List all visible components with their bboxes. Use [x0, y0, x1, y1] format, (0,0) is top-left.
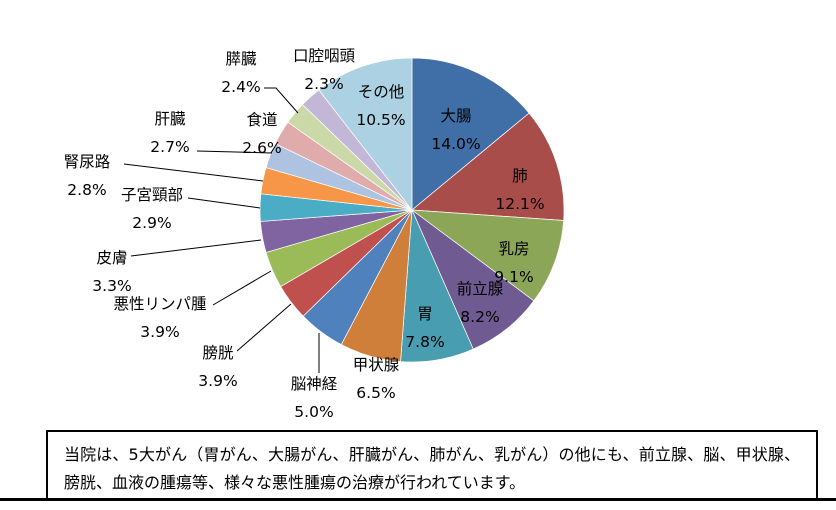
pie-slice-label: 皮膚 3.3% — [92, 244, 131, 300]
pie-slice — [411, 112, 565, 221]
pie-slice-category: 胃 — [417, 305, 433, 323]
pie-slice-category: 前立腺 — [456, 280, 504, 298]
pie-slice-label: 肝臓 2.7% — [150, 105, 189, 161]
pie-slice-value: 6.5% — [356, 384, 396, 402]
pie-slice-label: 腎尿路 2.8% — [64, 148, 111, 204]
pie-slices — [259, 57, 565, 363]
leader-lines — [123, 87, 320, 373]
pie-slice-category: 肝臓 — [154, 110, 186, 128]
pie-slice-value: 2.6% — [242, 139, 282, 157]
pie-slice-label: 口腔咽頭 2.3% — [293, 42, 355, 98]
pie-slice-category: 乳房 — [498, 240, 530, 258]
pie-slice-label: 肺 12.1% — [495, 162, 544, 218]
leader-line — [130, 239, 262, 257]
pie-slice-value: 10.5% — [356, 111, 406, 129]
pie-slice-value: 3.3% — [92, 277, 132, 295]
page-bottom-rule — [0, 498, 836, 501]
pie-slice-value: 9.1% — [494, 268, 534, 286]
pie-slice — [410, 209, 565, 302]
pie-slice-value: 14.0% — [431, 135, 481, 153]
pie-slice — [318, 57, 413, 212]
pie-slice-category: 悪性リンパ腫 — [113, 295, 207, 313]
caption-text: 当院は、5大がん（胃がん、大腸がん、肝臓がん、肺がん、乳がん）の他にも、前立腺、… — [64, 445, 800, 492]
leader-line — [123, 163, 264, 182]
pie-slice-label: その他 10.5% — [356, 78, 405, 134]
pie-slice-label: 脳神経 5.0% — [291, 370, 338, 426]
pie-slice-value: 8.2% — [460, 308, 500, 326]
pie-slice-label: 悪性リンパ腫 3.9% — [113, 290, 206, 346]
pie-slice-category: その他 — [357, 83, 405, 101]
leader-line — [236, 303, 292, 352]
leader-line — [196, 150, 273, 154]
pie-slice-category: 肺 — [512, 167, 528, 185]
pie-slice-value: 5.0% — [294, 403, 334, 421]
leader-line — [264, 87, 299, 114]
pie-slice-label: 胃 7.8% — [405, 300, 444, 356]
pie-slice-value: 2.7% — [150, 138, 190, 156]
pie-slice-category: 甲状腺 — [352, 356, 400, 374]
pie-slice-value: 2.4% — [221, 78, 261, 96]
pie-slice-label: 子宮頸部 2.9% — [121, 181, 183, 237]
pie-slice-label: 乳房 9.1% — [494, 235, 533, 291]
pie-slice-label: 甲状腺 6.5% — [353, 351, 400, 407]
pie-slice-value: 2.8% — [67, 181, 107, 199]
pie-slice-category: 脳神経 — [290, 375, 338, 393]
caption-box: 当院は、5大がん（胃がん、大腸がん、肝臓がん、肺がん、乳がん）の他にも、前立腺、… — [46, 430, 818, 500]
pie-slice-value: 7.8% — [405, 333, 445, 351]
leader-line — [187, 197, 261, 209]
pie-slice-category: 子宮頸部 — [120, 186, 184, 204]
pie-slice-label: 食道 2.6% — [242, 106, 281, 162]
pie-slice-label: 前立腺 8.2% — [457, 275, 504, 331]
pie-slice-value: 3.9% — [198, 372, 238, 390]
pie-slice-value: 3.9% — [140, 323, 180, 341]
pie-slice-value: 12.1% — [495, 195, 545, 213]
pie-slice-category: 膵臓 — [225, 50, 257, 68]
pie-slice-category: 口腔咽頭 — [292, 47, 356, 65]
leader-line — [212, 270, 272, 306]
pie-slice — [411, 57, 530, 211]
pie-slice-category: 皮膚 — [96, 249, 128, 267]
pie-slice-category: 腎尿路 — [63, 153, 111, 171]
pie-slice-category: 食道 — [246, 111, 278, 129]
pie-slice-value: 2.9% — [132, 214, 172, 232]
pie-slice-label: 大腸 14.0% — [431, 102, 480, 158]
pie-slice-value: 2.3% — [304, 75, 344, 93]
pie-slice-label: 膵臓 2.4% — [221, 45, 260, 101]
pie-slice-category: 膀胱 — [202, 344, 234, 362]
pie-slice-label: 膀胱 3.9% — [198, 339, 237, 395]
pie-slice-category: 大腸 — [440, 107, 472, 125]
